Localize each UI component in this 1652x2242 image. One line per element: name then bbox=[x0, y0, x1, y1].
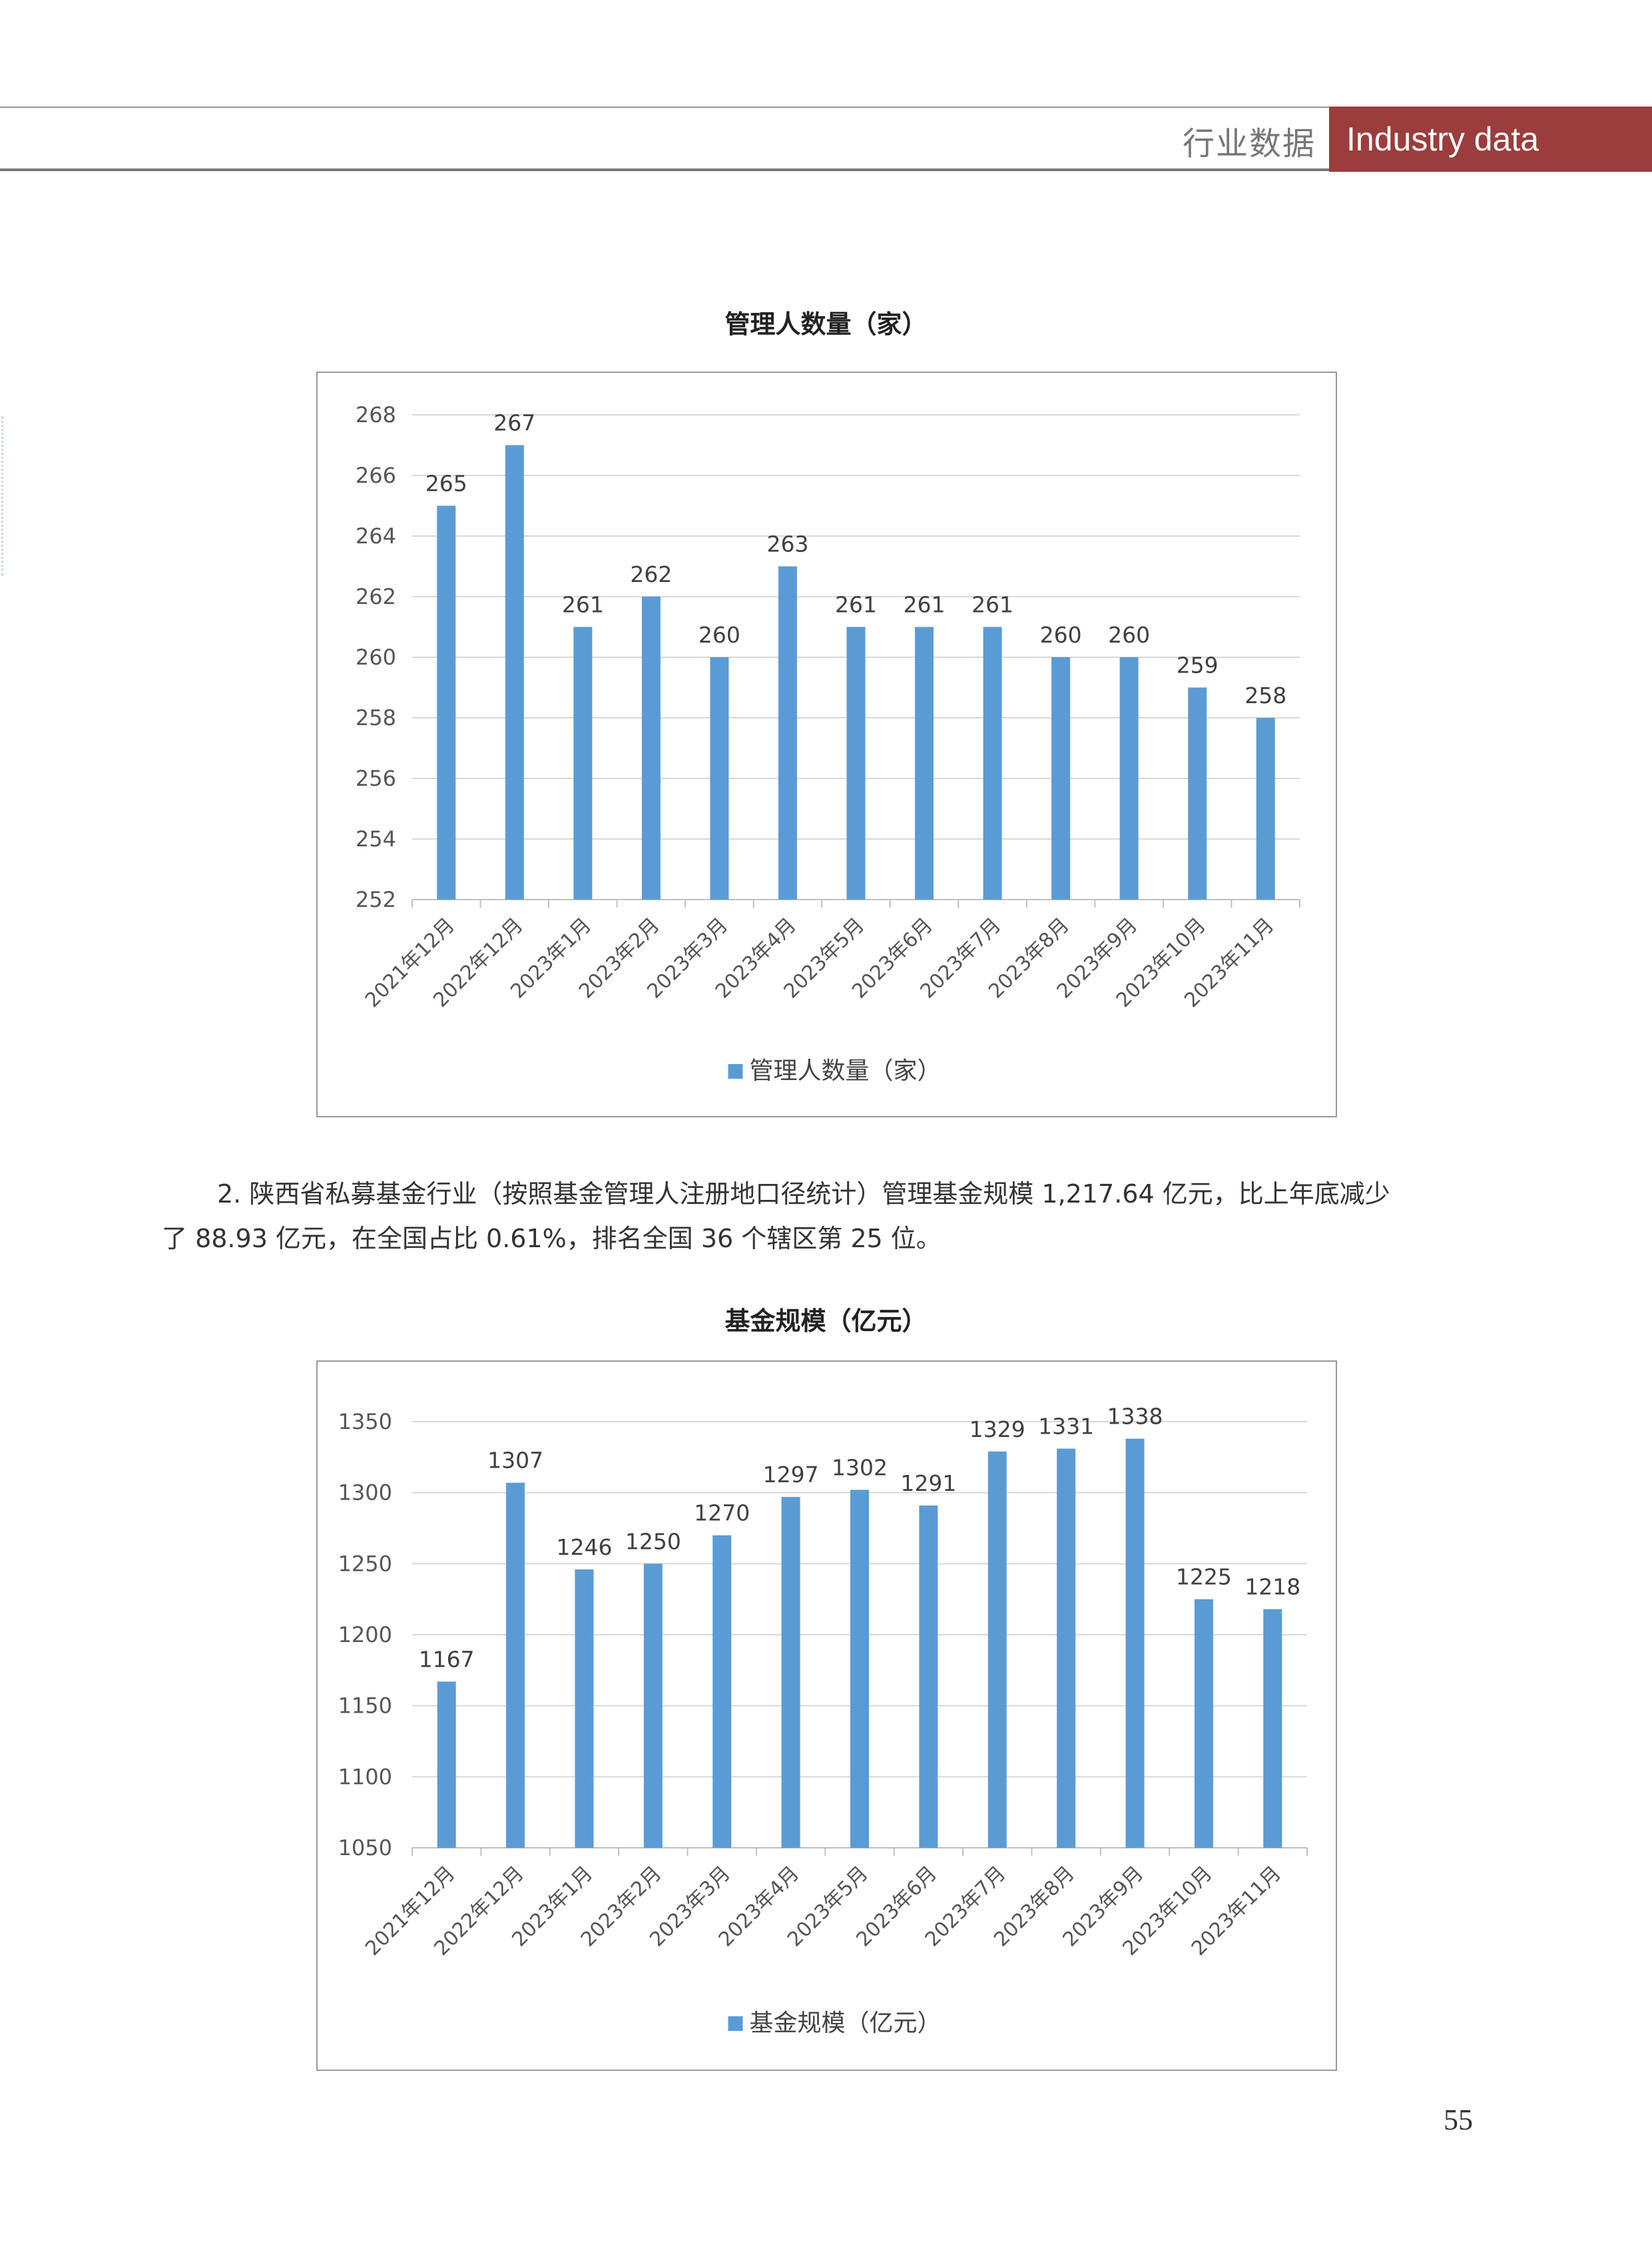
bar bbox=[710, 657, 729, 900]
bar bbox=[437, 505, 456, 900]
chart-managers: 252 254 256 258 260 262 264 266 268 265 2021年12月 26… bbox=[316, 372, 1337, 1117]
bar bbox=[1263, 1609, 1282, 1848]
chart-title-fund-size: 基金规模（亿元） bbox=[724, 1306, 928, 1336]
bar bbox=[781, 1497, 800, 1848]
y-tick-label: 264 bbox=[356, 523, 396, 549]
data-label: 260 bbox=[1040, 622, 1082, 648]
data-label: 261 bbox=[971, 592, 1013, 618]
bar bbox=[1125, 1438, 1145, 1848]
data-label: 260 bbox=[698, 622, 740, 648]
chart-fund-size: 1050 1100 1150 1200 1250 1300 1350 1167 2021年12月… bbox=[316, 1360, 1337, 2071]
header-bottom-rule bbox=[0, 168, 1329, 171]
section-title-cn: 行业数据 bbox=[1182, 125, 1316, 162]
section-banner: Industry data bbox=[1329, 107, 1652, 172]
data-label: 1250 bbox=[625, 1528, 681, 1554]
y-tick-label: 258 bbox=[356, 705, 396, 730]
y-tick-label: 1250 bbox=[338, 1551, 392, 1576]
y-tick-label: 1050 bbox=[338, 1835, 392, 1860]
y-tick-label: 1350 bbox=[338, 1409, 392, 1434]
data-label: 1270 bbox=[694, 1500, 750, 1526]
bar bbox=[575, 1569, 594, 1848]
data-label: 1302 bbox=[832, 1454, 888, 1480]
y-tick-label: 1150 bbox=[338, 1693, 392, 1719]
bar bbox=[1194, 1599, 1213, 1848]
bar bbox=[1188, 687, 1207, 900]
bar bbox=[641, 597, 661, 900]
data-label: 261 bbox=[562, 592, 604, 618]
data-label: 1225 bbox=[1176, 1564, 1232, 1590]
y-tick-label: 266 bbox=[356, 463, 396, 488]
y-tick-label: 260 bbox=[356, 645, 396, 670]
paragraph-line-2: 了 88.93 亿元，在全国占比 0.61%，排名全国 36 个辖区第 25 位… bbox=[162, 1224, 942, 1253]
y-tick-label: 268 bbox=[356, 402, 396, 427]
data-label: 258 bbox=[1244, 683, 1286, 708]
bar bbox=[505, 445, 524, 900]
chart-canvas: 2522542562582602622642662682652021年12月26… bbox=[356, 402, 1300, 1085]
data-label: 262 bbox=[630, 561, 672, 587]
data-label: 259 bbox=[1177, 653, 1219, 679]
data-label: 260 bbox=[1108, 622, 1150, 648]
bar bbox=[437, 1681, 456, 1848]
data-label: 1218 bbox=[1244, 1574, 1300, 1600]
data-label: 1167 bbox=[419, 1646, 475, 1672]
bar bbox=[850, 1490, 869, 1848]
data-label: 1246 bbox=[556, 1534, 612, 1560]
y-tick-label: 252 bbox=[356, 887, 396, 912]
y-tick-label: 1300 bbox=[338, 1480, 392, 1506]
y-tick-label: 1200 bbox=[338, 1622, 392, 1647]
bar bbox=[1119, 657, 1139, 900]
y-tick-label: 262 bbox=[356, 584, 396, 609]
bar bbox=[1051, 657, 1071, 900]
data-label: 263 bbox=[766, 531, 808, 557]
header-top-rule bbox=[0, 107, 1329, 108]
bar bbox=[643, 1563, 663, 1848]
data-label: 1331 bbox=[1038, 1414, 1094, 1440]
data-label: 261 bbox=[835, 592, 877, 618]
y-tick-label: 254 bbox=[356, 826, 396, 852]
data-label: 1329 bbox=[969, 1416, 1025, 1442]
paragraph-line-1: 2. 陕西省私募基金行业（按照基金管理人注册地口径统计）管理基金规模 1,217… bbox=[217, 1179, 1390, 1209]
data-label: 1307 bbox=[487, 1448, 543, 1474]
bar bbox=[573, 627, 593, 900]
bar bbox=[712, 1535, 732, 1848]
bar bbox=[987, 1451, 1007, 1848]
bar bbox=[1057, 1448, 1076, 1848]
data-label: 1291 bbox=[900, 1470, 956, 1496]
data-label: 1338 bbox=[1107, 1404, 1163, 1430]
data-label: 1297 bbox=[763, 1462, 819, 1488]
bar bbox=[915, 627, 934, 900]
data-label: 267 bbox=[493, 410, 535, 436]
page-number: 55 bbox=[1444, 2103, 1473, 2136]
legend-label: 基金规模（亿元） bbox=[750, 2010, 942, 2037]
bar bbox=[506, 1482, 525, 1848]
legend-swatch bbox=[728, 2016, 743, 2031]
y-tick-label: 256 bbox=[356, 766, 396, 791]
decorative-dotted-line bbox=[1, 416, 3, 576]
bar bbox=[846, 627, 866, 900]
data-label: 261 bbox=[904, 592, 946, 618]
section-title-en: Industry data bbox=[1346, 121, 1539, 158]
bar bbox=[919, 1505, 938, 1848]
bar bbox=[1256, 718, 1275, 900]
y-tick-label: 1100 bbox=[338, 1764, 392, 1789]
bar bbox=[983, 627, 1002, 900]
bar bbox=[778, 566, 797, 900]
chart-canvas: 105011001150120012501300135011672021年12月… bbox=[338, 1404, 1308, 2037]
legend-label: 管理人数量（家） bbox=[750, 1057, 942, 1085]
legend-swatch bbox=[728, 1064, 743, 1079]
data-label: 265 bbox=[425, 471, 467, 497]
chart-title-managers: 管理人数量（家） bbox=[724, 310, 928, 339]
